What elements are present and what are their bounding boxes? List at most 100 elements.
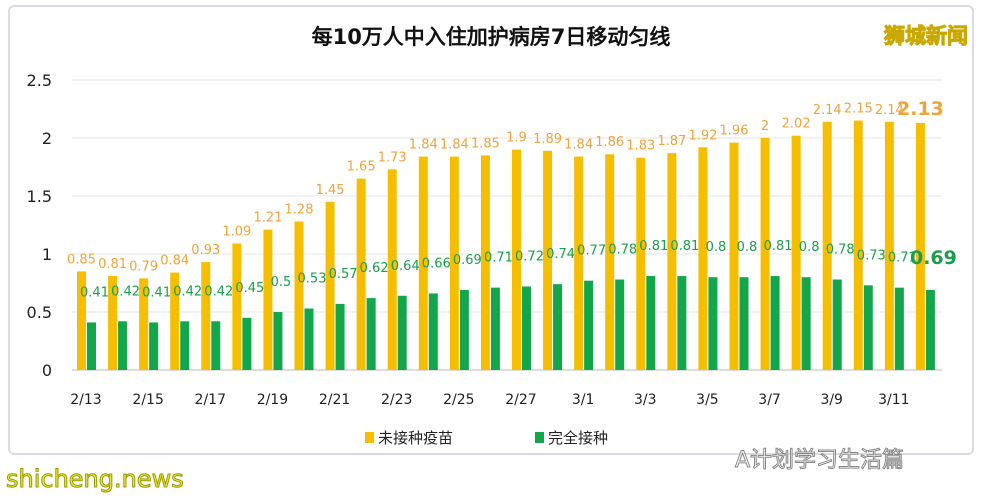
bar-fully-vaccinated: [646, 276, 656, 370]
data-label: 0.71: [888, 251, 917, 266]
bar-unvaccinated: [915, 122, 925, 370]
bar-fully-vaccinated: [180, 321, 190, 370]
data-label: 0.81: [670, 239, 699, 254]
data-label: 0.74: [546, 247, 575, 262]
x-tick-label: 2/17: [195, 392, 226, 408]
data-label: 1.84: [440, 138, 469, 153]
data-label: 1.9: [506, 131, 527, 146]
x-tick-label: 2/19: [257, 392, 288, 408]
bar-unvaccinated: [387, 169, 397, 370]
data-label: 0.42: [173, 284, 202, 299]
data-label: 0.42: [204, 284, 233, 299]
x-tick-label: 2/13: [70, 392, 101, 408]
data-label: 0.8: [737, 240, 758, 255]
data-label: 0.84: [160, 254, 189, 269]
bar-unvaccinated: [512, 149, 521, 370]
bar-unvaccinated: [605, 154, 615, 370]
bar-unvaccinated: [294, 221, 304, 370]
logo: 狮城新闻: [884, 24, 969, 49]
data-label: 1.73: [378, 150, 407, 165]
legend-swatch: [535, 432, 544, 443]
data-label: 0.79: [129, 259, 158, 274]
bar-unvaccinated: [356, 178, 366, 370]
data-label: 0.8: [706, 240, 727, 255]
x-tick-label: 3/9: [820, 392, 843, 408]
bar-fully-vaccinated: [522, 286, 531, 370]
x-tick-label: 2/25: [443, 392, 474, 408]
bar-fully-vaccinated: [615, 279, 625, 370]
bar-unvaccinated: [263, 229, 273, 370]
data-label: 0.81: [639, 239, 668, 254]
bar-fully-vaccinated: [584, 280, 594, 370]
bar-unvaccinated: [574, 156, 584, 370]
data-label: 0.62: [360, 261, 389, 276]
data-label: 1.28: [285, 203, 314, 218]
data-label: 0.93: [191, 243, 220, 258]
bar-unvaccinated: [729, 142, 739, 370]
data-label: 2: [761, 119, 769, 134]
data-label: 0.81: [98, 257, 127, 272]
y-tick-label: 1.5: [27, 187, 52, 206]
bar-fully-vaccinated: [490, 287, 500, 370]
data-label: 0.8: [799, 240, 820, 255]
bar-unvaccinated: [232, 243, 242, 370]
data-label: 0.57: [329, 267, 358, 282]
data-label: 1.84: [409, 138, 438, 153]
bar-unvaccinated: [667, 153, 677, 370]
data-label: 1.45: [316, 183, 345, 198]
data-label: 0.73: [857, 248, 886, 263]
x-tick-label: 3/11: [878, 392, 909, 408]
data-label: 1.96: [720, 124, 749, 139]
data-label: 1.87: [657, 134, 686, 149]
data-label: 0.85: [67, 252, 96, 267]
bar-fully-vaccinated: [832, 279, 842, 370]
bar-fully-vaccinated: [335, 303, 345, 370]
watermark: shicheng.news: [6, 465, 185, 494]
bar-fully-vaccinated: [770, 276, 780, 370]
bar-unvaccinated: [325, 201, 335, 370]
data-label: 0.78: [608, 243, 637, 258]
y-tick-label: 0: [42, 361, 52, 380]
data-label: 0.5: [271, 275, 292, 290]
legend-swatch: [365, 432, 374, 443]
bar-unvaccinated: [201, 262, 211, 370]
bar-unvaccinated: [636, 157, 646, 370]
bar-fully-vaccinated: [739, 277, 749, 370]
data-label: 0.78: [826, 243, 855, 258]
bar-fully-vaccinated: [428, 293, 438, 370]
data-label: 0.53: [298, 272, 327, 287]
data-label: 0.71: [484, 251, 513, 266]
chart-frame: [8, 5, 974, 455]
bar-unvaccinated: [77, 271, 86, 370]
bar-unvaccinated: [170, 272, 180, 370]
data-label: 0.66: [422, 256, 451, 271]
data-label: 1.65: [347, 160, 376, 175]
legend-label: 未接种疫苗: [378, 429, 453, 447]
x-tick-label: 2/23: [381, 392, 412, 408]
data-label: 0.41: [142, 285, 171, 300]
chart-title: 每10万人中入住加护病房7日移动匀线: [312, 25, 671, 49]
bar-unvaccinated: [760, 138, 770, 370]
bar-unvaccinated: [791, 135, 801, 370]
data-label: 2.15: [844, 102, 873, 117]
x-tick-label: 3/7: [758, 392, 781, 408]
bar-unvaccinated: [822, 121, 832, 370]
bar-fully-vaccinated: [242, 317, 252, 370]
y-tick-label: 1: [42, 245, 52, 264]
bar-unvaccinated: [108, 276, 118, 370]
data-label: 1.89: [533, 132, 562, 147]
data-label: 0.42: [111, 284, 140, 299]
x-tick-label: 2/15: [132, 392, 163, 408]
data-label: 2.02: [782, 117, 811, 132]
data-label: 0.64: [391, 259, 420, 274]
bar-unvaccinated: [543, 150, 553, 370]
data-label: 0.41: [80, 285, 109, 300]
wechat-source: A计划学习生活篇: [734, 448, 905, 474]
y-tick-label: 2: [42, 129, 52, 148]
bar-fully-vaccinated: [459, 289, 469, 370]
data-label: 1.09: [222, 225, 251, 240]
bar-fully-vaccinated: [273, 312, 283, 370]
x-tick-label: 3/1: [572, 392, 595, 408]
bar-fully-vaccinated: [87, 322, 96, 370]
